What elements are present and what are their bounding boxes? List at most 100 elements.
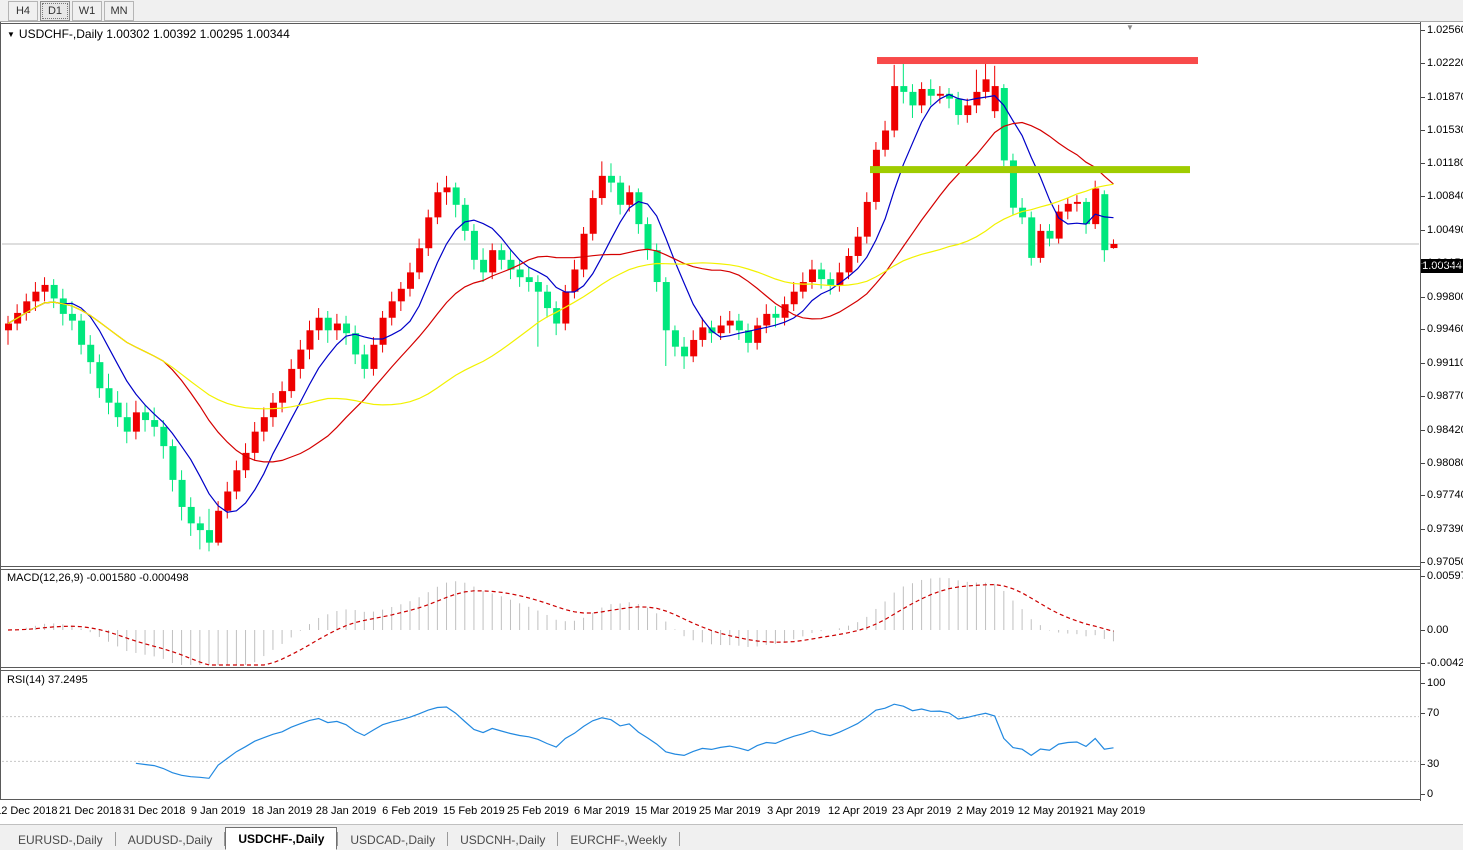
candle-body[interactable] [662, 282, 670, 331]
candle-body[interactable] [653, 250, 661, 283]
rsi-splitter-bottom[interactable] [0, 670, 1420, 671]
candle-body[interactable] [169, 446, 177, 480]
candle-body[interactable] [598, 175, 606, 199]
candle-body[interactable] [251, 431, 259, 453]
candle-body[interactable] [946, 93, 954, 99]
candle-body[interactable] [507, 259, 515, 270]
timeframe-button-mn[interactable]: MN [104, 0, 134, 21]
candle-body[interactable] [525, 277, 533, 283]
candle-body[interactable] [580, 233, 588, 270]
candle-body[interactable] [534, 282, 542, 292]
candle-body[interactable] [991, 86, 999, 112]
candle-body[interactable] [196, 523, 204, 531]
candle-body[interactable] [397, 288, 405, 302]
candle-body[interactable] [498, 250, 506, 260]
candle-body[interactable] [279, 391, 287, 403]
candle-body[interactable] [1064, 203, 1072, 212]
timeframe-button-w1[interactable]: W1 [72, 0, 102, 21]
chart-tab-usdcad[interactable]: USDCAD-,Daily [350, 833, 436, 847]
candle-body[interactable] [41, 284, 49, 292]
candle-body[interactable] [726, 320, 734, 326]
candle-body[interactable] [772, 313, 780, 318]
candle-body[interactable] [745, 330, 753, 343]
candle-body[interactable] [461, 204, 469, 231]
candle-body[interactable] [160, 426, 168, 447]
candle-body[interactable] [964, 105, 972, 116]
price-axis[interactable]: 1.00344 1.02560 1.02220 1.01870 1.01530 1.01… [1421, 22, 1463, 801]
candle-body[interactable] [882, 130, 890, 150]
candle-body[interactable] [333, 323, 341, 331]
candle-body[interactable] [480, 259, 488, 273]
candle-body[interactable] [1083, 201, 1091, 225]
candle-body[interactable] [343, 323, 351, 334]
candle-body[interactable] [918, 88, 926, 106]
candle-body[interactable] [416, 248, 424, 273]
candle-body[interactable] [233, 470, 241, 492]
candle-body[interactable] [671, 330, 679, 347]
candle-body[interactable] [406, 272, 414, 289]
candle-body[interactable] [443, 187, 451, 193]
candle-body[interactable] [489, 250, 497, 273]
candle-body[interactable] [891, 86, 899, 131]
candle-body[interactable] [1073, 201, 1081, 204]
candle-body[interactable] [96, 362, 104, 389]
candle-body[interactable] [32, 291, 40, 302]
candle-body[interactable] [78, 320, 86, 345]
candle-body[interactable] [790, 291, 798, 305]
candle-body[interactable] [854, 236, 862, 256]
candle-body[interactable] [571, 269, 579, 292]
candle-body[interactable] [68, 313, 76, 321]
candle-body[interactable] [900, 86, 908, 92]
candle-body[interactable] [352, 333, 360, 355]
candle-body[interactable] [269, 402, 277, 418]
candle-body[interactable] [626, 192, 634, 205]
chart-tab-eurchf[interactable]: EURCHF-,Weekly [570, 833, 667, 847]
candle-body[interactable] [1028, 217, 1036, 258]
candle-body[interactable] [708, 327, 716, 334]
timeframe-button-h4[interactable]: H4 [8, 0, 38, 21]
candle-body[interactable] [224, 491, 232, 511]
support-line[interactable] [870, 166, 1190, 174]
candle-body[interactable] [936, 93, 944, 96]
candle-body[interactable] [452, 187, 460, 205]
chart-shift-marker-icon[interactable]: ▼ [1126, 23, 1134, 32]
candle-body[interactable] [799, 282, 807, 292]
candle-body[interactable] [23, 301, 31, 313]
candle-body[interactable] [818, 269, 826, 280]
candle-body[interactable] [361, 354, 369, 369]
candle-body[interactable] [315, 317, 323, 331]
candle-body[interactable] [178, 479, 186, 507]
candle-body[interactable] [1019, 207, 1027, 218]
candle-body[interactable] [699, 327, 707, 340]
candle-body[interactable] [470, 230, 478, 260]
macd-splitter-bottom[interactable] [0, 569, 1420, 570]
candle-body[interactable] [827, 279, 835, 285]
candle-body[interactable] [205, 530, 213, 543]
candle-body[interactable] [59, 298, 67, 314]
candle-body[interactable] [324, 317, 332, 331]
candle-body[interactable] [114, 402, 122, 418]
candle-body[interactable] [87, 344, 95, 363]
candle-body[interactable] [735, 320, 743, 331]
candle-body[interactable] [1110, 244, 1118, 249]
timeframe-button-d1[interactable]: D1 [40, 0, 70, 21]
candle-body[interactable] [132, 412, 140, 432]
candle-body[interactable] [425, 217, 433, 249]
candle-body[interactable] [1009, 160, 1017, 208]
candle-body[interactable] [50, 284, 58, 299]
macd-splitter-top[interactable] [0, 566, 1420, 567]
candle-body[interactable] [617, 182, 625, 205]
candle-body[interactable] [845, 255, 853, 273]
candle-body[interactable] [142, 412, 150, 421]
candle-body[interactable] [297, 349, 305, 369]
candle-body[interactable] [434, 192, 442, 218]
candle-body[interactable] [1037, 230, 1045, 258]
candle-body[interactable] [1092, 188, 1100, 225]
candle-body[interactable] [754, 325, 762, 343]
candle-body[interactable] [808, 269, 816, 283]
chart-tab-usdcnh[interactable]: USDCNH-,Daily [460, 833, 546, 847]
candle-body[interactable] [1055, 211, 1063, 239]
candle-body[interactable] [955, 98, 963, 116]
candle-body[interactable] [306, 330, 314, 350]
